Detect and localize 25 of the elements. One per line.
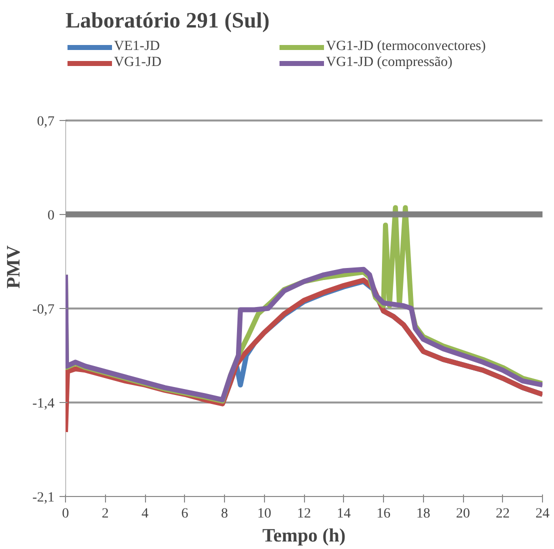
x-tick-label: 14 <box>336 506 351 522</box>
x-axis-title: Tempo (h) <box>262 526 346 546</box>
legend-label: VG1-JD <box>114 55 162 71</box>
y-tick-label: 0 <box>48 208 54 224</box>
legend-label: VG1-JD (termoconvectores) <box>326 39 487 55</box>
x-tick-label: 4 <box>142 506 148 522</box>
x-tick-label: 18 <box>416 506 430 522</box>
y-tick-label: -0,7 <box>32 302 55 318</box>
x-tick-label: 20 <box>456 506 470 522</box>
chart-title: Laboratório 291 (Sul) <box>66 8 270 32</box>
y-tick-label: 0,7 <box>37 114 54 130</box>
y-tick-label: -2,1 <box>32 490 55 506</box>
y-axis-title: PMV <box>3 245 24 289</box>
x-tick-label: 8 <box>221 506 228 522</box>
x-tick-label: 6 <box>181 506 188 522</box>
x-tick-label: 22 <box>496 506 510 522</box>
x-tick-label: 12 <box>297 506 311 522</box>
x-tick-label: 16 <box>376 506 390 522</box>
x-tick-label: 0 <box>62 506 69 522</box>
legend-label: VE1-JD <box>114 39 161 55</box>
legend-label: VG1-JD (compressão) <box>326 55 454 71</box>
x-tick-label: 24 <box>536 506 550 522</box>
x-tick-label: 2 <box>102 506 109 522</box>
y-tick-label: -1,4 <box>32 396 55 412</box>
x-tick-label: 10 <box>257 506 272 522</box>
